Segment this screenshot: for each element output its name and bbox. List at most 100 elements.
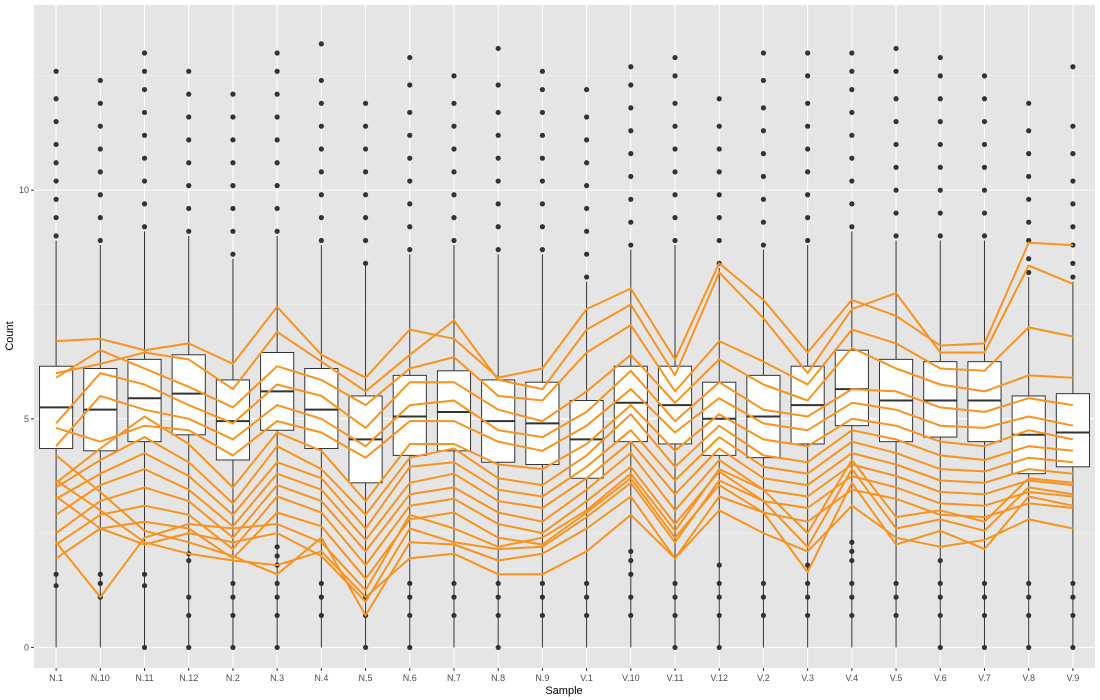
y-tick-label: 10: [19, 185, 29, 195]
outlier-point: [628, 219, 634, 225]
outlier-point: [539, 132, 545, 138]
outlier-point: [362, 100, 369, 106]
y-tick-label: 5: [24, 414, 29, 424]
box-V.9: [1055, 281, 1090, 648]
outlier-point: [849, 580, 855, 587]
outlier-point: [760, 242, 767, 248]
outlier-point: [141, 109, 148, 116]
sample-line: [55, 479, 1074, 599]
x-tick-label: V.9: [1067, 673, 1080, 683]
outlier-point: [849, 155, 855, 161]
sample-line: [56, 241, 1073, 379]
outlier-point: [849, 50, 855, 56]
sample-line-layer: [55, 241, 1074, 617]
outlier-point: [760, 612, 767, 619]
outlier-point: [495, 45, 501, 52]
outlier-point: [672, 644, 678, 651]
x-tick-label: V.7: [978, 673, 991, 683]
outlier-point: [407, 178, 413, 184]
outlier-point: [1026, 173, 1032, 180]
outlier-point: [53, 96, 59, 102]
outlier-point: [539, 86, 545, 93]
outlier-point: [849, 132, 855, 138]
outlier-point: [849, 178, 855, 184]
outlier-point: [628, 548, 634, 555]
x-tick-label: V.2: [757, 673, 770, 683]
outlier-point: [318, 237, 324, 244]
box-iqr: [967, 361, 1002, 443]
outlier-point: [628, 82, 634, 88]
sample-line: [55, 413, 1074, 516]
outlier-point: [981, 594, 988, 600]
outlier-point: [981, 612, 988, 619]
outlier-point: [407, 247, 413, 253]
outlier-point: [1070, 64, 1076, 70]
outlier-point: [407, 201, 413, 207]
x-tick-label: V.11: [667, 673, 684, 683]
y-tick-label: 0: [24, 642, 29, 652]
outlier-point: [805, 146, 811, 152]
outlier-point: [274, 91, 280, 97]
outlier-point: [1070, 201, 1076, 207]
outlier-point: [230, 114, 236, 120]
outlier-point: [274, 50, 280, 56]
outlier-point: [407, 132, 413, 138]
outlier-point: [318, 215, 324, 221]
outlier-point: [539, 201, 545, 207]
outlier-point: [981, 580, 988, 587]
outlier-point: [141, 86, 148, 93]
outlier-point: [274, 612, 280, 619]
outlier-point: [230, 183, 236, 189]
outlier-point: [495, 109, 501, 116]
box-N.5: [348, 265, 383, 648]
outlier-point: [672, 146, 678, 152]
box-V.10: [613, 249, 648, 648]
outlier-point: [805, 215, 811, 221]
outlier-point: [1026, 128, 1032, 134]
outlier-point: [495, 612, 501, 619]
outlier-point: [274, 228, 280, 234]
outlier-point: [628, 151, 634, 157]
outlier-point: [584, 160, 590, 166]
outlier-point: [451, 215, 457, 221]
outlier-point: [628, 557, 634, 564]
x-tick-label: V.3: [801, 673, 814, 683]
box-iqr: [613, 365, 648, 443]
outlier-point: [981, 141, 988, 148]
outlier-point: [716, 644, 722, 651]
outlier-point: [716, 594, 722, 600]
outlier-point: [318, 192, 324, 198]
outlier-point: [849, 201, 855, 207]
x-tick-label: N.3: [270, 673, 284, 683]
outlier-point: [981, 233, 988, 239]
outlier-point: [495, 132, 501, 138]
outlier-point: [981, 118, 988, 125]
outlier-point: [760, 580, 767, 587]
outlier-point: [186, 594, 192, 600]
box-iqr: [1055, 393, 1090, 468]
outlier-point: [539, 247, 545, 253]
outlier-point: [539, 68, 545, 74]
sample-line: [55, 388, 1074, 459]
outlier-point: [53, 233, 59, 239]
outlier-point: [186, 644, 192, 651]
outlier-point: [97, 192, 103, 198]
box-iqr: [834, 349, 869, 427]
outlier-point: [1070, 178, 1076, 184]
outlier-point: [937, 187, 943, 193]
outlier-point: [407, 594, 413, 600]
x-tick-label: V.12: [710, 673, 728, 683]
outlier-point: [186, 160, 192, 166]
outlier-point: [318, 594, 324, 600]
box-N.1: [39, 240, 74, 648]
outlier-point: [318, 580, 324, 587]
outlier-point: [937, 557, 943, 564]
outlier-point: [893, 118, 899, 125]
outlier-point: [495, 247, 501, 253]
outlier-point: [937, 164, 943, 170]
outlier-point: [1070, 594, 1076, 600]
outlier-point: [628, 173, 634, 180]
outlier-point: [495, 201, 501, 207]
outlier-point: [97, 77, 103, 84]
outlier-point: [716, 612, 722, 619]
